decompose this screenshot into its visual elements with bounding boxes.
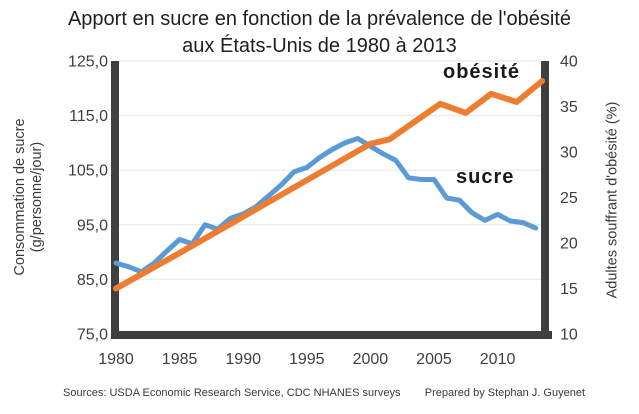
y-left-tick-label: 125,0 [68, 54, 108, 71]
y-left-axis-label-line1: Consommation de sucre [12, 118, 28, 276]
x-tick-label: 2000 [353, 351, 389, 368]
x-tick-label: 1990 [225, 351, 261, 368]
x-tick-label: 1980 [98, 351, 134, 368]
y-right-tick-label: 25 [560, 190, 578, 207]
y-left-axis-label: Consommation de sucre (g/personne/jour) [12, 118, 46, 275]
y-right-tick-label: 30 [560, 145, 578, 162]
y-left-tick-label: 105,0 [68, 163, 108, 180]
y-left-tick-label: 85,0 [77, 272, 108, 289]
x-tick-label: 2010 [480, 351, 516, 368]
y-right-tick-label: 20 [560, 236, 578, 253]
obesite-line [113, 78, 546, 292]
series-label-obesite: obésité [443, 61, 521, 83]
x-tick-label: 1985 [162, 351, 198, 368]
x-tick-label: 1995 [289, 351, 325, 368]
sucre-line [113, 136, 539, 275]
y-right-axis-label: Adultes souffrant d'obésité (%) [604, 101, 621, 299]
y-right-tick-label: 40 [560, 54, 578, 71]
y-right-axis-bar [541, 61, 549, 339]
y-left-tick-label: 95,0 [77, 217, 108, 234]
chart-title-line1: Apport en sucre en fonction de la préval… [67, 8, 572, 30]
y-left-tick-label: 75,0 [77, 327, 108, 344]
x-axis-bar [111, 331, 552, 339]
y-right-tick-label: 35 [560, 99, 578, 116]
y-left-axis-bar [111, 61, 119, 339]
footer-credit: Prepared by Stephan J. Guyenet [424, 387, 585, 399]
chart-title-line2: aux États-Unis de 1980 à 2013 [182, 35, 457, 57]
footer-sources: Sources: USDA Economic Research Service,… [63, 387, 401, 399]
chart-title: Apport en sucre en fonction de la préval… [0, 6, 639, 60]
y-right-tick-label: 10 [560, 327, 578, 344]
y-left-axis-label-line2: (g/personne/jour) [29, 141, 45, 253]
y-right-tick-label: 15 [560, 281, 578, 298]
y-left-tick-label: 115,0 [69, 108, 108, 125]
x-tick-label: 2005 [416, 351, 452, 368]
series-label-sucre: sucre [456, 166, 515, 188]
